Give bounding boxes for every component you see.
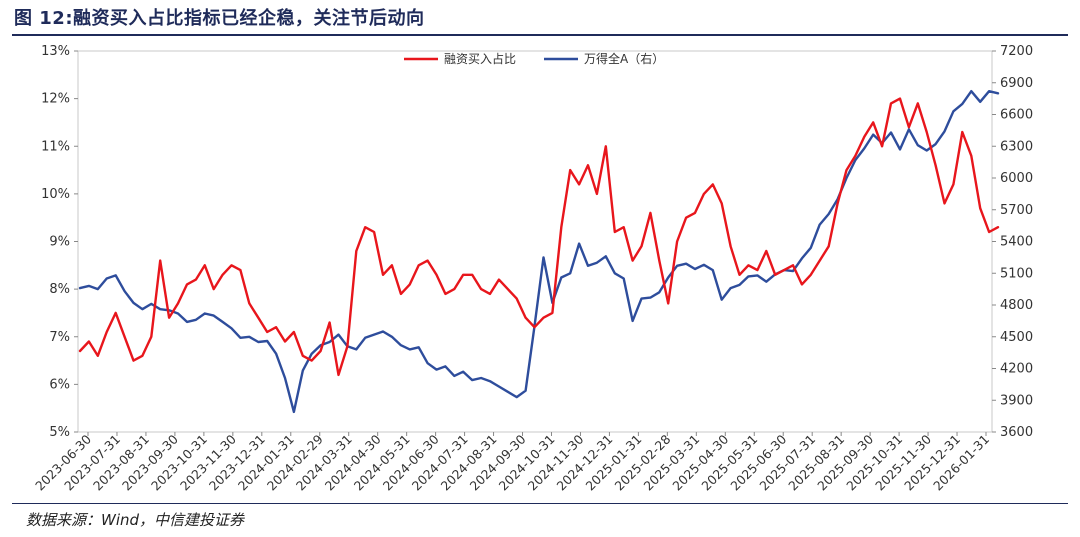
right-tick-label: 4200 bbox=[1000, 362, 1033, 377]
left-tick-label: 11% bbox=[41, 139, 70, 154]
source-note: 数据来源：Wind，中信建投证券 bbox=[26, 511, 245, 529]
footer-divider bbox=[12, 503, 1068, 504]
right-tick-label: 7200 bbox=[1000, 44, 1033, 59]
right-y-axis: 3600 3900 4200 4500 4800 5100 5400 5700 6000 6300… bbox=[992, 44, 1033, 440]
right-tick-label: 5400 bbox=[1000, 235, 1033, 250]
right-tick-label: 4500 bbox=[1000, 330, 1033, 345]
left-y-axis: 5% 6% 7% 8% 9% 10% 11% 12% 13% bbox=[41, 44, 78, 440]
plot-frame bbox=[77, 50, 993, 433]
right-tick-label: 6600 bbox=[1000, 108, 1033, 123]
right-tick-label: 5700 bbox=[1000, 203, 1033, 218]
right-tick-label: 5100 bbox=[1000, 266, 1033, 281]
left-tick-label: 8% bbox=[49, 282, 70, 297]
series-line-wind-a bbox=[78, 89, 1000, 414]
legend: 融资买入占比 万得全A（右） bbox=[404, 51, 664, 66]
x-axis: 2023-06-302023-07-312023-08-312023-09-30… bbox=[32, 431, 992, 493]
left-tick-label: 7% bbox=[49, 330, 70, 345]
series-line-margin-ratio bbox=[78, 97, 1000, 377]
title-divider bbox=[12, 34, 1068, 36]
chart-title: 图 12:融资买入占比指标已经企稳，关注节后动向 bbox=[14, 8, 425, 29]
legend-label-wind-a: 万得全A（右） bbox=[584, 51, 664, 66]
left-tick-label: 13% bbox=[41, 44, 70, 59]
left-tick-label: 10% bbox=[41, 187, 70, 202]
right-tick-label: 4800 bbox=[1000, 298, 1033, 313]
right-tick-label: 6000 bbox=[1000, 171, 1033, 186]
left-tick-label: 6% bbox=[49, 377, 70, 392]
right-tick-label: 6300 bbox=[1000, 139, 1033, 154]
series-layer bbox=[78, 89, 1000, 414]
legend-label-margin-ratio: 融资买入占比 bbox=[444, 51, 516, 66]
right-tick-label: 3900 bbox=[1000, 393, 1033, 408]
left-tick-label: 9% bbox=[49, 235, 70, 250]
left-tick-label: 12% bbox=[41, 92, 70, 107]
left-tick-label: 5% bbox=[49, 425, 70, 440]
right-tick-label: 6900 bbox=[1000, 76, 1033, 91]
line-chart: 5% 6% 7% 8% 9% 10% 11% 12% 13% 3600 3900 4200 4500 4… bbox=[32, 44, 1033, 493]
right-tick-label: 3600 bbox=[1000, 425, 1033, 440]
